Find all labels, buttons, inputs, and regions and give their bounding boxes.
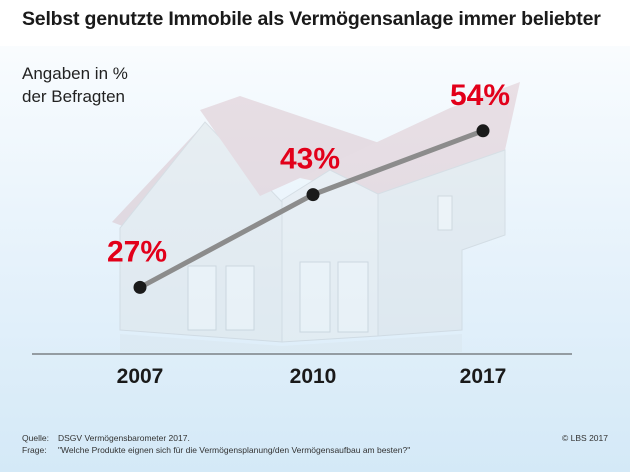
source-line: Quelle: DSGV Vermögensbarometer 2017. bbox=[22, 433, 582, 445]
question-label: Frage: bbox=[22, 444, 47, 455]
house-door-4 bbox=[337, 261, 369, 333]
copyright: © LBS 2017 bbox=[562, 433, 608, 443]
house-right-wall bbox=[377, 149, 506, 337]
question-line: Frage: "Welche Produkte eignen sich für d… bbox=[22, 445, 582, 457]
house-door-2 bbox=[225, 265, 255, 331]
data-label-2010: 43% bbox=[280, 143, 340, 176]
data-label-2017: 54% bbox=[450, 79, 510, 112]
chart-unit-label: Angaben in % der Befragten bbox=[22, 62, 182, 108]
house-right-roof bbox=[300, 82, 520, 200]
series-line-segment-2010-2017 bbox=[310, 128, 486, 198]
unit-label-line-2: der Befragten bbox=[22, 87, 126, 106]
x-tick-label-2010: 2010 bbox=[290, 365, 337, 388]
house-reflection bbox=[120, 334, 462, 352]
data-point-2010 bbox=[306, 188, 320, 202]
question-text: "Welche Produkte eignen sich für die Ver… bbox=[58, 444, 411, 455]
house-door-1 bbox=[187, 265, 217, 331]
x-tick-label-2017: 2017 bbox=[460, 365, 507, 388]
data-label-2007: 27% bbox=[107, 235, 167, 268]
data-point-2007 bbox=[133, 280, 147, 294]
house-window bbox=[437, 195, 453, 231]
chart-title: Selbst genutzte Immobile als Vermögensan… bbox=[22, 8, 601, 30]
house-illustration bbox=[112, 82, 520, 352]
source-label: Quelle: bbox=[22, 433, 49, 443]
data-point-2017 bbox=[476, 124, 490, 138]
chart-footnote: Quelle: DSGV Vermögensbarometer 2017. Fra… bbox=[22, 433, 582, 456]
source-text: DSGV Vermögensbarometer 2017. bbox=[58, 433, 190, 443]
house-door-3 bbox=[299, 261, 331, 333]
house-main-roof bbox=[200, 96, 400, 196]
x-tick-label-2007: 2007 bbox=[117, 365, 164, 388]
series-line-segment-2007-2010 bbox=[137, 192, 316, 290]
unit-label-line-1: Angaben in % bbox=[22, 64, 128, 83]
title-bar: Selbst genutzte Immobile als Vermögensan… bbox=[0, 0, 630, 46]
